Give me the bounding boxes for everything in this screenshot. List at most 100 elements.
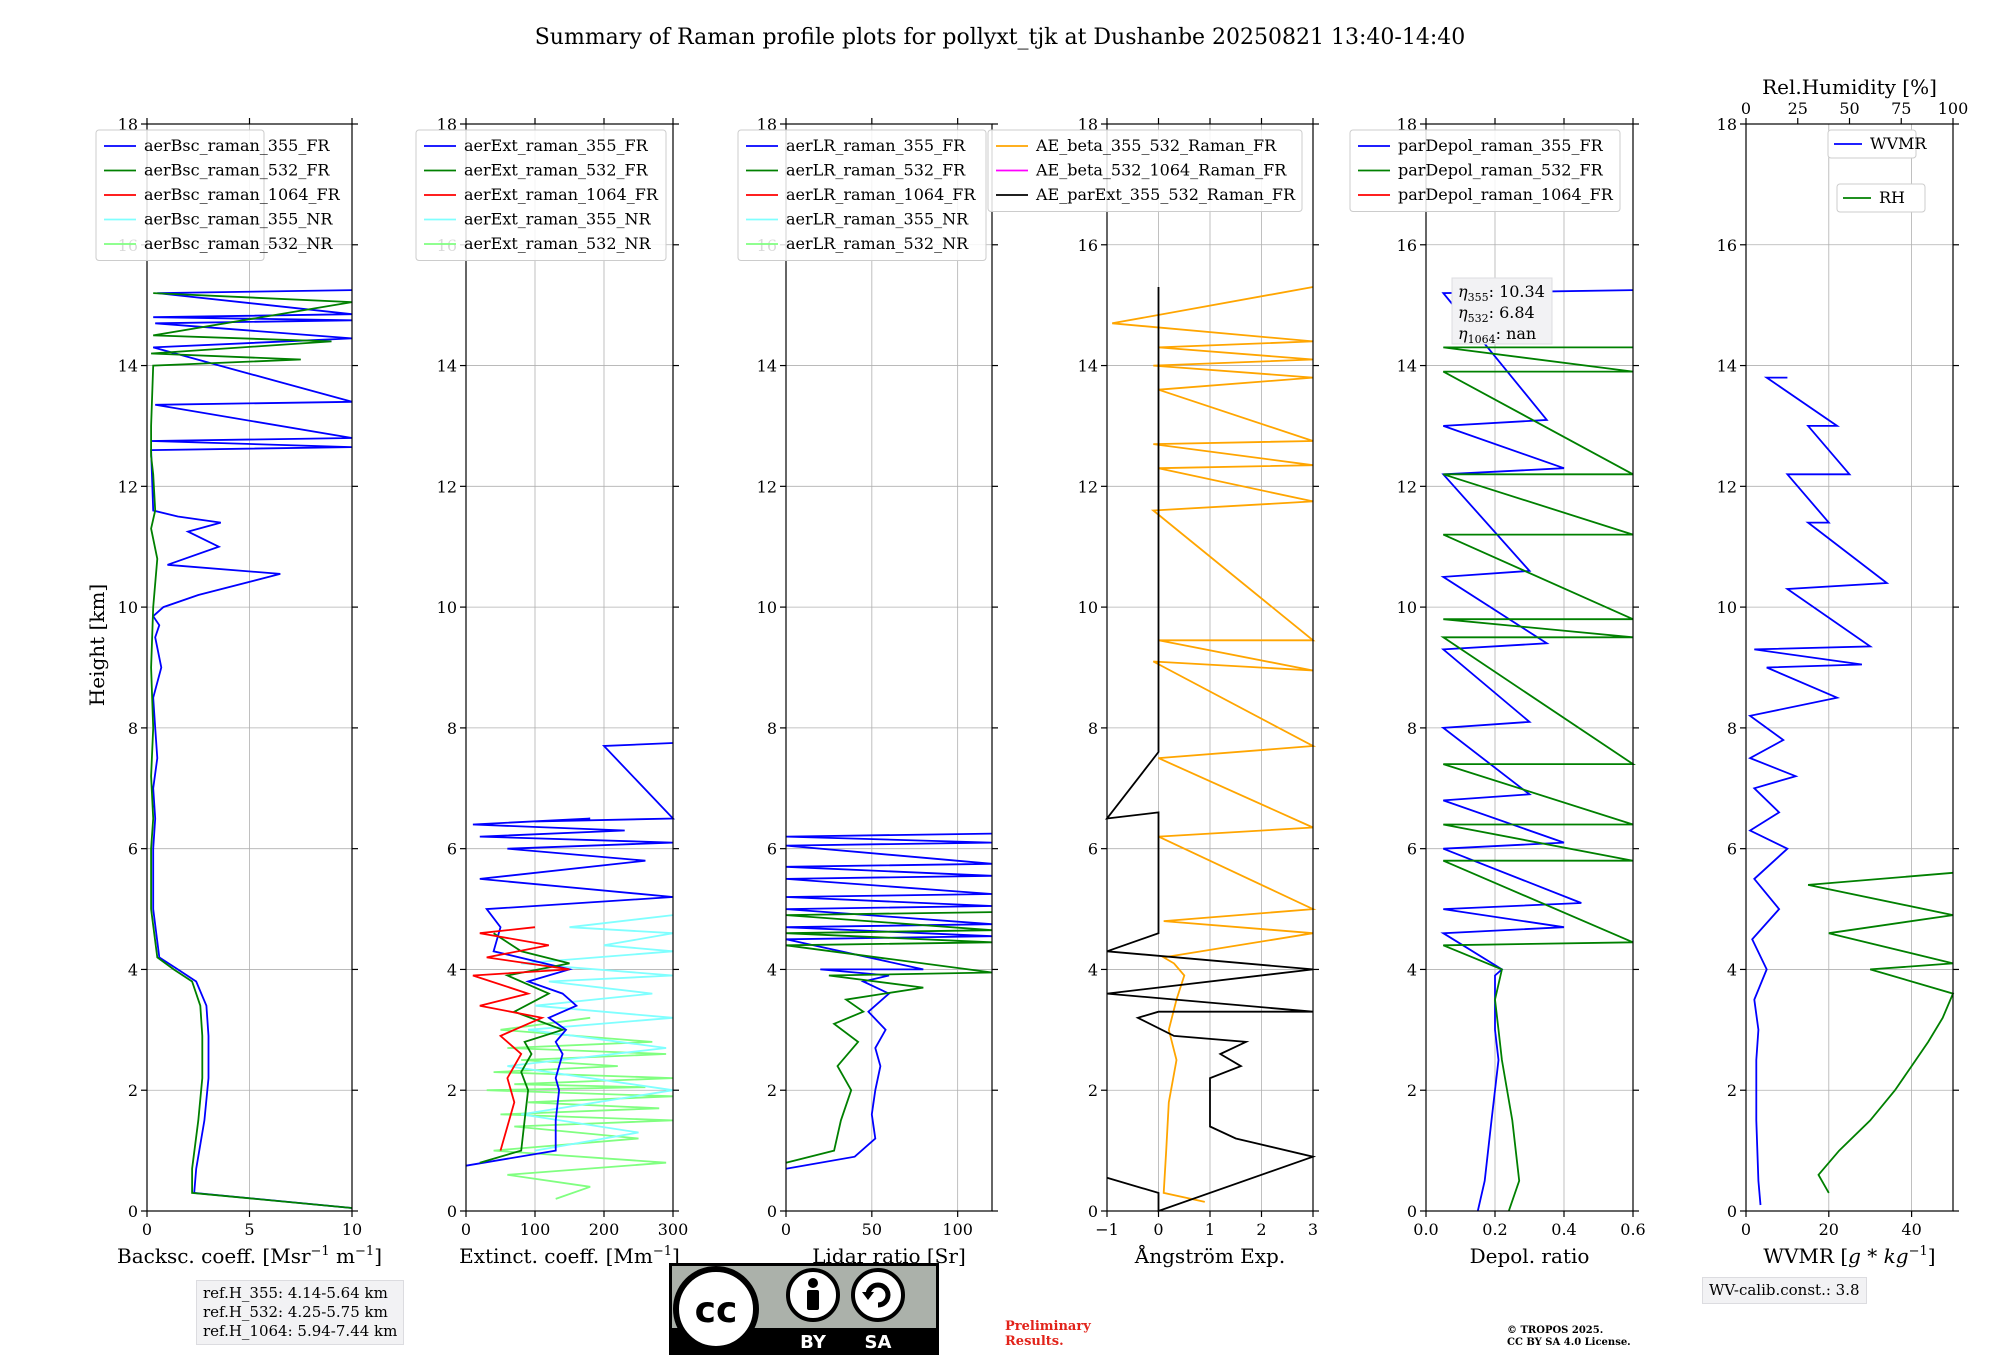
- eta-annotation-row: η1064: nan: [1458, 324, 1536, 346]
- y-tick-label: 2: [1407, 1081, 1417, 1100]
- wv-calib-text: WV-calib.const.: 3.8: [1709, 1281, 1860, 1299]
- x-tick-label: 20: [1819, 1220, 1839, 1239]
- legend-label: aerExt_raman_355_FR: [464, 136, 649, 155]
- legend-label: aerExt_raman_1064_FR: [464, 185, 659, 204]
- y-tick-label: 8: [1088, 719, 1098, 738]
- legend-label: parDepol_raman_355_FR: [1398, 136, 1604, 155]
- y-tick-label: 8: [447, 719, 457, 738]
- y-tick-label: 2: [1727, 1081, 1737, 1100]
- y-tick-label: 12: [118, 477, 138, 496]
- y-tick-label: 12: [1717, 477, 1737, 496]
- y-tick-label: 8: [128, 719, 138, 738]
- legend-label: aerExt_raman_532_NR: [464, 234, 652, 253]
- ref-height-532: ref.H_532: 4.25-5.75 km: [203, 1303, 388, 1321]
- cc-license-logo: cc BY SA: [669, 1263, 939, 1355]
- y-tick-label: 0: [767, 1202, 777, 1221]
- y-tick-label: 8: [1727, 719, 1737, 738]
- y-tick-label: 12: [1397, 477, 1417, 496]
- y-tick-label: 2: [128, 1081, 138, 1100]
- x-axis-label-depol: Depol. ratio: [1470, 1244, 1590, 1268]
- eta-value: : 10.34: [1489, 282, 1545, 301]
- x-label-sup: −1: [311, 1244, 330, 1259]
- y-tick-label: 4: [1088, 960, 1098, 979]
- copyright-note: © TROPOS 2025. CC BY SA 4.0 License.: [1507, 1325, 1631, 1349]
- x-label-sup: −1: [653, 1244, 672, 1259]
- ref-heights-box: ref.H_355: 4.14-5.64 km ref.H_532: 4.25-…: [196, 1280, 405, 1345]
- y-tick-label: 14: [757, 357, 777, 376]
- attribution-body: [807, 1290, 819, 1310]
- y-tick-label: 6: [128, 840, 138, 859]
- y-tick-label: 10: [437, 598, 457, 617]
- series-line-aerLR_raman_532_FR: [785, 911, 993, 1164]
- legend-label: aerBsc_raman_532_FR: [144, 161, 330, 180]
- x-tick-label: 3: [1308, 1220, 1318, 1239]
- y-tick-label: 0: [1407, 1202, 1417, 1221]
- y-tick-label: 6: [1088, 840, 1098, 859]
- y-tick-label: 0: [1727, 1202, 1737, 1221]
- cc-circle-text: cc: [695, 1290, 738, 1331]
- share-alike-arrow: [865, 1282, 891, 1308]
- legend-label: aerExt_raman_355_NR: [464, 210, 652, 229]
- y-tick-label: 18: [1078, 115, 1098, 134]
- legend-label: parDepol_raman_1064_FR: [1398, 185, 1614, 204]
- axes-frame: [465, 123, 674, 1212]
- legend-label: aerLR_raman_532_FR: [786, 161, 966, 180]
- x-tick-label: 10: [342, 1220, 362, 1239]
- x-tick-label: 40: [1901, 1220, 1921, 1239]
- preliminary-line-1: Preliminary: [1005, 1319, 1091, 1334]
- series-line-aerExt_raman_355_NR: [507, 914, 674, 1152]
- series-line-aerExt_raman_1064_FR: [472, 926, 570, 1151]
- y-tick-label: 14: [1078, 357, 1098, 376]
- x-axis-label-ae: Ångström Exp.: [1134, 1243, 1285, 1268]
- legend-label: AE_parExt_355_532_Raman_FR: [1035, 185, 1296, 204]
- attribution-head: [808, 1278, 818, 1288]
- x-tick-label: 0.0: [1413, 1220, 1438, 1239]
- y-tick-label: 10: [1717, 598, 1737, 617]
- y-tick-label: 14: [1397, 357, 1417, 376]
- y-tick-label: 16: [1717, 236, 1737, 255]
- x-label-main: WVMR [: [1763, 1244, 1848, 1268]
- series-line-WVMR: [1747, 376, 1890, 1206]
- eta-subscript: 1064: [1468, 333, 1496, 346]
- y-tick-label: 0: [128, 1202, 138, 1221]
- panel-bsc: 0246810121416180510Backsc. coeff. [Msr−1…: [95, 115, 382, 1268]
- x-tick-label: 50: [862, 1220, 882, 1239]
- y-tick-label: 14: [118, 357, 138, 376]
- y-tick-label: 10: [757, 598, 777, 617]
- x-label-main: Backsc. coeff. [Msr: [117, 1244, 311, 1268]
- legend-label: aerLR_raman_1064_FR: [786, 185, 976, 204]
- x-tick-label: 100: [942, 1220, 973, 1239]
- series-line-aerLR_raman_355_FR: [785, 832, 993, 1170]
- top-x-axis-label: Rel.Humidity [%]: [1762, 75, 1937, 99]
- preliminary-results-note: Preliminary Results.: [1005, 1319, 1091, 1349]
- eta-subscript: 532: [1468, 312, 1489, 325]
- x-label-end: ]: [1928, 1244, 1936, 1268]
- y-tick-label: 10: [118, 598, 138, 617]
- series-line-aerBsc_raman_532_FR: [150, 292, 353, 1209]
- x-label-sup: −1: [1909, 1244, 1928, 1259]
- x-axis-label-ext: Extinct. coeff. [Mm−1]: [459, 1244, 680, 1268]
- panel-depol: 0 2 4 6 8 10 12 14 16 18 0.0 0.2 0.4 0.6 Depol. ratio p…: [1349, 115, 1646, 1268]
- eta-annotation-row: η355: 10.34: [1458, 282, 1545, 304]
- series-line-aerBsc_raman_355_FR: [150, 289, 353, 1209]
- legend-box: [1836, 183, 1926, 213]
- y-tick-label: 10: [1078, 598, 1098, 617]
- top-x-tick-label: 25: [1788, 99, 1808, 118]
- x-tick-label: 100: [520, 1220, 551, 1239]
- legend-label: aerLR_raman_532_NR: [786, 234, 969, 253]
- eta-subscript: 355: [1468, 291, 1489, 304]
- y-tick-label: 0: [447, 1202, 457, 1221]
- axes-frame: [1425, 123, 1634, 1212]
- y-tick-label: 4: [128, 960, 138, 979]
- eta-annotation-box: [1451, 277, 1553, 345]
- y-tick-label: 12: [437, 477, 457, 496]
- y-tick-label: 4: [1727, 960, 1737, 979]
- series-line-parDepol_raman_532_FR: [1440, 346, 1636, 1212]
- y-tick-label: 18: [1717, 115, 1737, 134]
- x-tick-label: 200: [589, 1220, 620, 1239]
- x-label-end: ]: [374, 1244, 382, 1268]
- x-tick-label: 1: [1205, 1220, 1215, 1239]
- legend-label: aerBsc_raman_355_NR: [144, 210, 333, 229]
- eta-symbol: η: [1458, 303, 1468, 322]
- share-alike-icon: [851, 1268, 905, 1322]
